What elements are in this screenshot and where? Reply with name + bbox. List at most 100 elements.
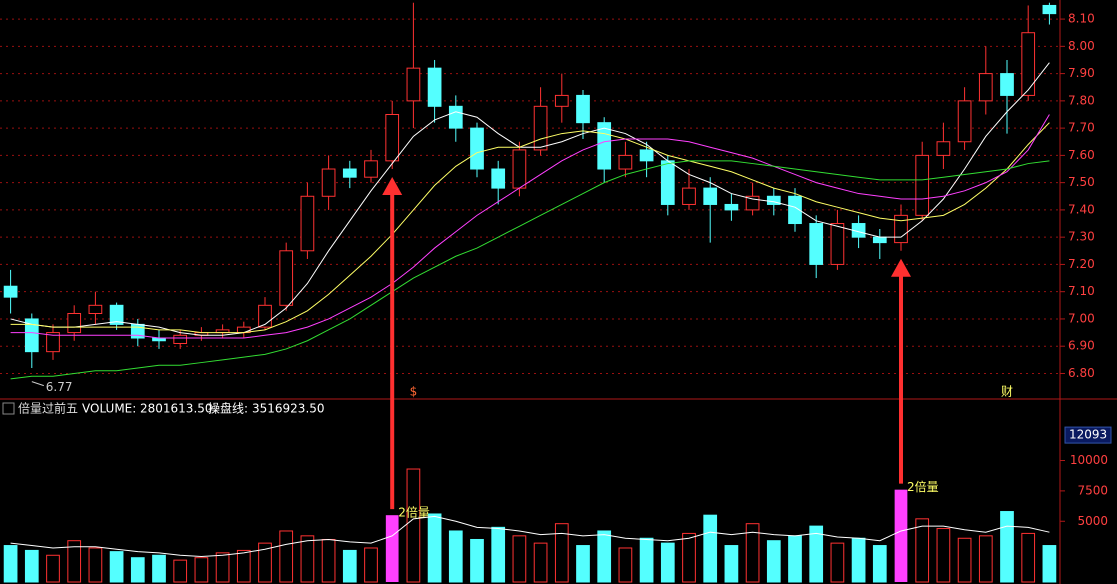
volume-bar	[24, 549, 39, 583]
candle-body	[3, 285, 18, 298]
candle-body	[448, 105, 463, 129]
volume-bar	[872, 545, 887, 583]
candle-body	[660, 160, 675, 205]
volume-bar	[618, 547, 633, 583]
volume-bar	[279, 530, 294, 583]
y-tick-label: 6.90	[1068, 339, 1095, 353]
annotation: 财	[1001, 385, 1013, 399]
candle-body	[427, 67, 442, 107]
volume-bar	[364, 547, 378, 583]
ma-line	[10, 160, 1050, 380]
double-volume-bar	[894, 489, 908, 582]
volume-bar	[660, 542, 675, 583]
volume-bar	[3, 545, 18, 583]
candle-body	[766, 195, 781, 205]
indicator-header: 操盘线:	[208, 401, 248, 416]
y-tick-label: 5000	[1077, 514, 1108, 528]
candle-body	[46, 332, 60, 353]
y-tick-label: 7.20	[1068, 257, 1095, 271]
y-tick-label: 7.90	[1068, 66, 1095, 80]
candle-body	[554, 94, 569, 107]
volume-bar	[1000, 511, 1014, 583]
volume-bar	[978, 535, 993, 583]
volume-bar	[682, 532, 696, 583]
indicator-header: 倍量过前五	[18, 401, 78, 416]
volume-bar	[470, 538, 484, 583]
volume-bar	[448, 530, 463, 583]
volume-bar	[766, 540, 781, 583]
volume-bar	[554, 523, 569, 583]
indicator-header: VOLUME:	[82, 402, 136, 416]
signal-arrow-head	[891, 258, 911, 277]
volume-bar	[915, 518, 930, 583]
collapse-icon[interactable]	[2, 402, 15, 415]
annotation: 6.77	[46, 380, 73, 394]
y-tick-label: 6.80	[1068, 366, 1095, 380]
candle-body	[406, 67, 421, 102]
volume-bar	[236, 549, 251, 583]
candle-body	[576, 94, 590, 124]
candle-body	[978, 73, 993, 102]
candle-body	[88, 304, 103, 314]
candle-body	[342, 168, 357, 178]
volume-bar	[957, 537, 972, 583]
y-tick-label: 7.50	[1068, 175, 1095, 189]
volume-bar	[576, 545, 590, 583]
candle-body	[936, 141, 951, 156]
volume-bar	[936, 528, 951, 583]
double-volume-label: 2倍量	[398, 505, 430, 520]
cursor-label: 12093	[1069, 428, 1107, 442]
volume-bar	[321, 538, 336, 583]
candle-body	[385, 113, 400, 162]
candle-body	[491, 168, 506, 189]
candle-body	[512, 149, 527, 189]
double-volume-label: 2倍量	[907, 479, 939, 494]
volume-bar	[300, 535, 315, 583]
double-volume-bar	[385, 515, 399, 582]
indicator-header: 3516923.50	[252, 402, 325, 416]
volume-bar	[491, 526, 506, 583]
candle-body	[470, 127, 484, 170]
y-tick-label: 10000	[1070, 453, 1108, 467]
volume-bar	[745, 523, 760, 583]
volume-bar	[215, 552, 230, 583]
volume-bar	[830, 542, 845, 583]
candle-body	[618, 154, 633, 170]
candle-body	[894, 214, 908, 244]
volume-bar	[427, 513, 442, 583]
y-tick-label: 7.10	[1068, 284, 1095, 298]
volume-bar	[1021, 532, 1036, 583]
candle-body	[173, 334, 188, 344]
candle-body	[1000, 73, 1014, 96]
candle-body	[872, 236, 887, 244]
y-tick-label: 7.70	[1068, 121, 1095, 135]
y-tick-label: 8.10	[1068, 12, 1095, 26]
ma-line	[10, 62, 1050, 336]
y-tick-label: 8.00	[1068, 39, 1095, 53]
candle-body	[1042, 4, 1057, 15]
y-tick-label: 7.00	[1068, 311, 1095, 325]
volume-bar	[406, 468, 421, 583]
ma-line	[10, 122, 1050, 334]
candle-body	[809, 223, 824, 265]
volume-bar	[173, 559, 188, 583]
volume-bar	[130, 557, 145, 583]
candle-body	[724, 203, 739, 211]
candle-body	[67, 312, 82, 334]
volume-bar	[724, 545, 739, 583]
volume-bar	[512, 535, 527, 583]
volume-bar	[788, 535, 802, 583]
candle-body	[300, 195, 315, 252]
volume-bar	[533, 542, 548, 583]
volume-bar	[67, 540, 82, 583]
volume-bar	[809, 525, 824, 583]
candle-body	[1021, 32, 1036, 96]
low-marker	[31, 381, 44, 387]
candle-body	[639, 149, 654, 162]
volume-bar	[639, 537, 654, 583]
annotation: $	[410, 385, 418, 399]
signal-arrow-head	[382, 177, 403, 196]
y-tick-label: 7.30	[1068, 230, 1095, 244]
candle-body	[788, 195, 802, 225]
